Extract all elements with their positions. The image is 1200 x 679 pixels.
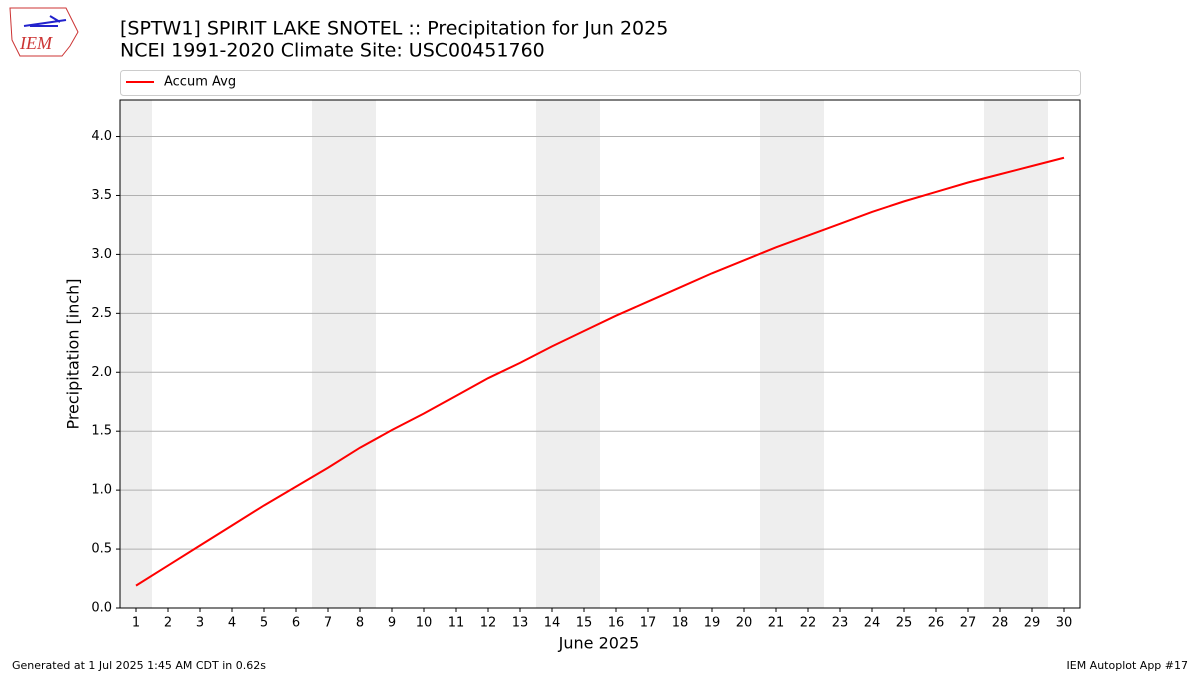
x-tick-label: 7 xyxy=(324,616,332,631)
legend-box xyxy=(120,70,1081,96)
legend-label: Accum Avg xyxy=(164,75,236,90)
weekend-band xyxy=(536,100,568,608)
x-tick-label: 15 xyxy=(576,616,593,631)
x-tick-label: 28 xyxy=(992,616,1009,631)
x-tick-label: 3 xyxy=(196,616,204,631)
data-line xyxy=(135,156,1065,587)
x-tick-label: 10 xyxy=(416,616,433,631)
y-tick-label: 0.5 xyxy=(91,542,112,557)
x-tick-label: 14 xyxy=(544,616,561,631)
weekend-band xyxy=(568,100,600,608)
x-tick-label: 5 xyxy=(260,616,268,631)
x-tick-label: 1 xyxy=(132,616,140,631)
y-tick-label: 4.0 xyxy=(91,129,112,144)
logo-icon xyxy=(23,15,67,27)
y-tick-label: 2.5 xyxy=(91,306,112,321)
weekend-band xyxy=(984,100,1016,608)
x-tick-label: 9 xyxy=(388,616,396,631)
x-tick-label: 25 xyxy=(896,616,913,631)
x-tick-label: 6 xyxy=(292,616,300,631)
weekend-band xyxy=(344,100,376,608)
x-tick-label: 26 xyxy=(928,616,945,631)
x-tick-label: 8 xyxy=(356,616,364,631)
y-tick-label: 2.0 xyxy=(91,365,112,380)
x-axis-label: June 2025 xyxy=(558,634,640,653)
y-tick-label: 3.0 xyxy=(91,247,112,262)
weekend-band xyxy=(760,100,792,608)
logo-text: IEM xyxy=(19,33,53,53)
y-tick-label: 1.0 xyxy=(91,483,112,498)
x-tick-label: 22 xyxy=(800,616,817,631)
weekend-band xyxy=(792,100,824,608)
x-tick-label: 27 xyxy=(960,616,977,631)
x-tick-label: 29 xyxy=(1024,616,1041,631)
weekend-band xyxy=(1016,100,1048,608)
plot-frame xyxy=(119,99,1081,609)
x-tick-label: 21 xyxy=(768,616,785,631)
chart-subtitle: NCEI 1991-2020 Climate Site: USC00451760 xyxy=(120,40,545,62)
x-tick-label: 17 xyxy=(640,616,657,631)
x-tick-label: 24 xyxy=(864,616,881,631)
x-tick-label: 19 xyxy=(704,616,721,631)
x-tick-label: 16 xyxy=(608,616,625,631)
x-tick-label: 11 xyxy=(448,616,465,631)
y-axis-label: Precipitation [inch] xyxy=(64,278,83,429)
chart-title: [SPTW1] SPIRIT LAKE SNOTEL :: Precipitat… xyxy=(120,18,668,40)
y-tick-label: 3.5 xyxy=(91,188,112,203)
x-tick-label: 12 xyxy=(480,616,497,631)
x-tick-label: 18 xyxy=(672,616,689,631)
x-tick-label: 30 xyxy=(1056,616,1073,631)
logo: IEM xyxy=(9,7,79,57)
weekend-band xyxy=(120,100,152,608)
x-tick-label: 23 xyxy=(832,616,849,631)
weekend-band xyxy=(312,100,344,608)
x-tick-label: 13 xyxy=(512,616,529,631)
logo-outline xyxy=(9,7,79,57)
x-tick-label: 20 xyxy=(736,616,753,631)
y-tick-label: 1.5 xyxy=(91,424,112,439)
y-tick-label: 0.0 xyxy=(91,601,112,616)
x-tick-label: 2 xyxy=(164,616,172,631)
x-tick-label: 4 xyxy=(228,616,236,631)
footer-left: Generated at 1 Jul 2025 1:45 AM CDT in 0… xyxy=(12,659,266,672)
footer-right: IEM Autoplot App #17 xyxy=(1067,659,1189,672)
